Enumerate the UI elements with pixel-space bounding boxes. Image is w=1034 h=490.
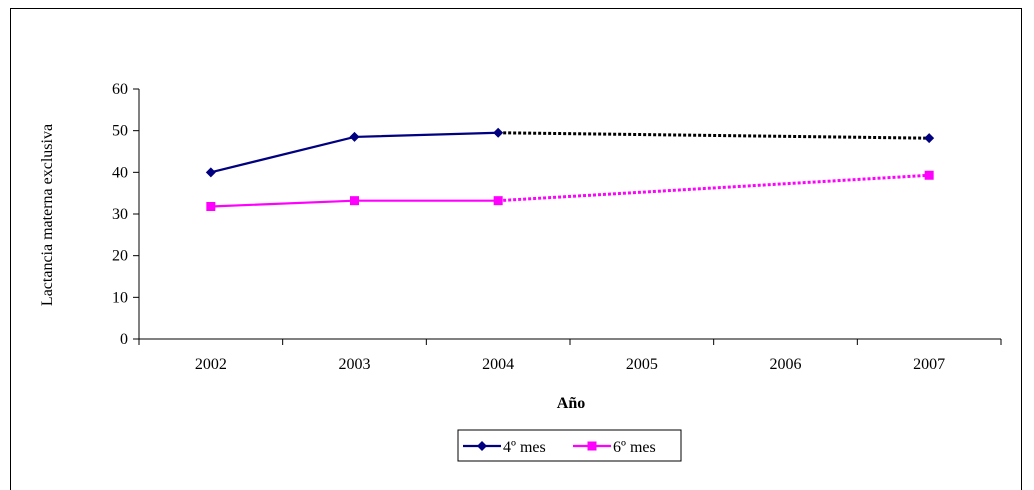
- x-tick-label: 2004: [482, 356, 514, 373]
- x-tick-label: 2007: [913, 356, 945, 373]
- legend-marker: [477, 441, 487, 451]
- series-layer: [205, 127, 935, 211]
- series-projection-line: [498, 131, 930, 140]
- x-tick-label: 2005: [626, 356, 658, 373]
- y-tick-label: 50: [112, 123, 128, 140]
- x-tick-label: 2006: [770, 356, 802, 373]
- y-tick-label: 30: [112, 206, 128, 223]
- series-projection-line: [498, 173, 930, 203]
- x-axis-title: Año: [557, 395, 585, 412]
- y-tick-label: 0: [120, 331, 128, 348]
- data-point: [205, 167, 216, 178]
- x-tick-label: 2002: [195, 356, 227, 373]
- axes: 0 10 20 30 40 50 60 2002 2003 2004 2005 2006 2007: [112, 81, 1002, 373]
- legend: 4º mes 6º mes: [457, 429, 682, 462]
- data-point: [493, 127, 504, 138]
- y-tick-label: 40: [112, 164, 128, 181]
- series-1: [205, 127, 935, 178]
- legend-marker: [587, 441, 597, 451]
- legend-label: 6º mes: [613, 439, 656, 456]
- y-tick-label: 20: [112, 248, 128, 265]
- data-point: [924, 133, 935, 144]
- y-tick-label: 60: [112, 81, 128, 98]
- y-tick-label: 10: [112, 289, 128, 306]
- data-point: [349, 131, 360, 142]
- series-2: [206, 170, 934, 211]
- data-point: [350, 196, 359, 206]
- y-axis-title: Lactancia materna exclusiva: [39, 124, 56, 306]
- legend-label: 4º mes: [503, 439, 546, 456]
- data-point: [924, 170, 934, 180]
- data-point: [206, 202, 216, 211]
- data-point: [493, 196, 503, 206]
- x-tick-label: 2003: [339, 356, 371, 373]
- chart-frame: [10, 8, 1022, 490]
